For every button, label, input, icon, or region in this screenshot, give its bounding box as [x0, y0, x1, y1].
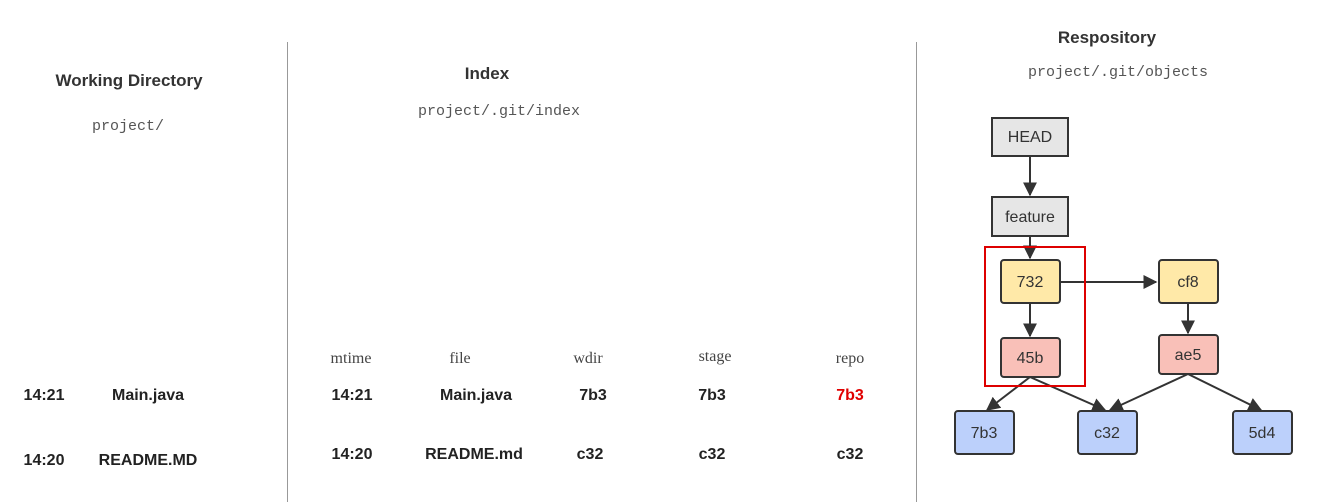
- tree-ae5-node: ae5: [1158, 334, 1219, 375]
- divider-left: [287, 42, 288, 502]
- index-path: project/.git/index: [417, 103, 581, 120]
- index-row-1-stage: 7b3: [698, 387, 726, 404]
- index-row-1-wdir: 7b3: [579, 387, 607, 404]
- index-row-2-mtime: 14:20: [331, 446, 373, 463]
- svg-text:cf8: cf8: [1177, 274, 1198, 291]
- wd-row-2-mtime: 14:20: [23, 452, 65, 469]
- index-header-file: file: [449, 350, 471, 367]
- index-title: Index: [464, 64, 510, 83]
- commit-cf8-node: cf8: [1158, 259, 1219, 304]
- repository-path: project/.git/objects: [1027, 64, 1209, 81]
- svg-text:7b3: 7b3: [971, 425, 998, 442]
- svg-text:5d4: 5d4: [1249, 425, 1276, 442]
- svg-text:feature: feature: [1005, 209, 1055, 226]
- index-header-stage: stage: [698, 348, 732, 365]
- wd-row-1-file: Main.java: [111, 387, 185, 404]
- blob-7b3-node: 7b3: [954, 410, 1015, 455]
- working-directory-title: Working Directory: [55, 71, 203, 90]
- svg-text:ae5: ae5: [1175, 347, 1202, 364]
- divider-right: [916, 42, 917, 502]
- feature-branch-node: feature: [991, 196, 1069, 237]
- index-row-1-mtime: 14:21: [331, 387, 373, 404]
- index-row-2-file: README.md: [425, 446, 523, 463]
- edge-ae5-c32: [1108, 373, 1189, 412]
- index-row-1-file: Main.java: [439, 387, 513, 404]
- wd-row-2-file: README.MD: [98, 452, 198, 469]
- edge-45b-c32: [1029, 376, 1107, 412]
- svg-text:c32: c32: [1094, 425, 1120, 442]
- index-header-wdir: wdir: [573, 350, 603, 367]
- index-row-2-wdir: c32: [576, 446, 604, 463]
- svg-text:732: 732: [1017, 274, 1044, 291]
- repository-title: Respository: [1057, 28, 1157, 47]
- index-row-1-repo: 7b3: [836, 387, 864, 404]
- edge-45b-7b3: [985, 376, 1031, 411]
- commit-732-node: 732: [1000, 259, 1061, 304]
- working-directory-path: project/: [91, 118, 165, 135]
- index-header-repo: repo: [835, 350, 865, 367]
- head-ref-node: HEAD: [991, 117, 1069, 157]
- blob-c32-node: c32: [1077, 410, 1138, 455]
- svg-text:HEAD: HEAD: [1008, 129, 1052, 146]
- svg-text:45b: 45b: [1017, 350, 1044, 367]
- wd-row-1-mtime: 14:21: [23, 387, 65, 404]
- index-row-2-repo: c32: [836, 446, 864, 463]
- highlight-box: [984, 246, 1086, 387]
- index-row-2-stage: c32: [698, 446, 726, 463]
- blob-5d4-node: 5d4: [1232, 410, 1293, 455]
- edge-ae5-5d4: [1187, 373, 1263, 411]
- tree-45b-node: 45b: [1000, 337, 1061, 378]
- index-header-mtime: mtime: [330, 350, 372, 367]
